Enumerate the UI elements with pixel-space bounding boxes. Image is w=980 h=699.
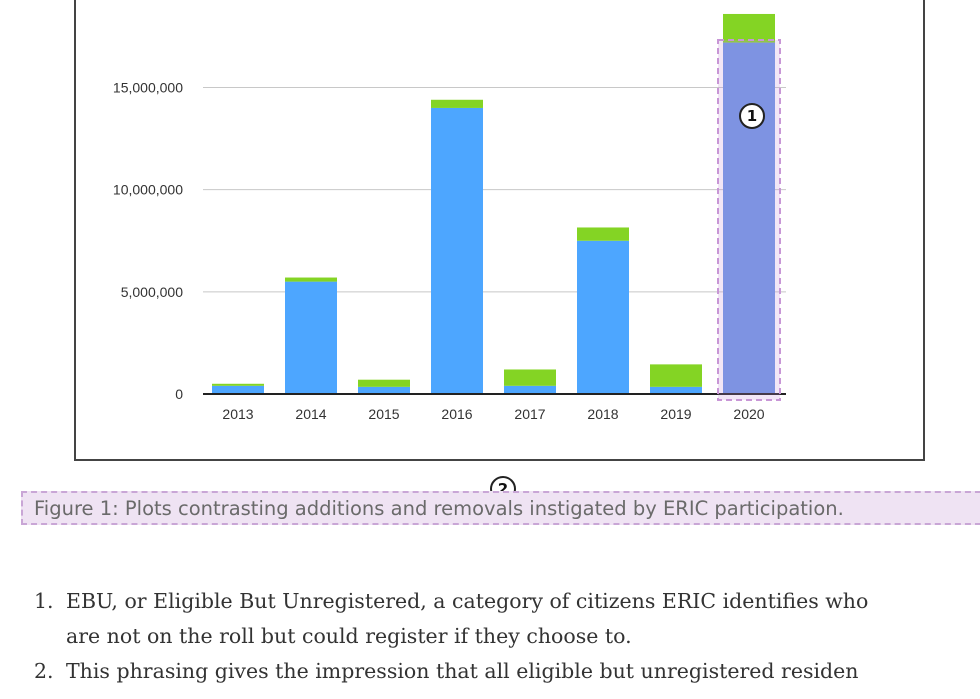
y-tick-label: 0 bbox=[175, 386, 183, 402]
x-tick-label-2014: 2014 bbox=[295, 406, 326, 422]
x-tick-label-2015: 2015 bbox=[368, 406, 399, 422]
bar-segment-base-2019 bbox=[650, 386, 702, 394]
bar-segment-top-2017 bbox=[504, 369, 556, 386]
x-tick-label-2013: 2013 bbox=[222, 406, 253, 422]
bar-segment-base-2013 bbox=[212, 385, 264, 394]
chart-frame: 0 5,000,000 10,000,000 15,000,000 2013 2014 20… bbox=[74, 0, 925, 461]
bar-segment-top-2013 bbox=[212, 383, 264, 386]
x-tick-label-2018: 2018 bbox=[587, 406, 618, 422]
bar-segment-base-2014 bbox=[285, 281, 337, 394]
bar-segment-top-2018 bbox=[577, 227, 629, 241]
bar-segment-top-2015 bbox=[358, 379, 410, 387]
bar-segment-top-2020 bbox=[723, 13, 775, 43]
footnote-list: 1. EBU, or Eligible But Unregistered, a … bbox=[34, 584, 980, 689]
footnote-number: 1. bbox=[34, 589, 54, 613]
x-tick-label-2019: 2019 bbox=[660, 406, 691, 422]
footnote-text-line: EBU, or Eligible But Unregistered, a cat… bbox=[66, 589, 869, 613]
footnote-text-line: are not on the roll but could register i… bbox=[66, 624, 632, 648]
bar-segment-top-2016 bbox=[431, 99, 483, 108]
bar-segment-base-2016 bbox=[431, 107, 483, 394]
y-tick-label: 5,000,000 bbox=[121, 284, 183, 300]
stacked-bar-chart: 0 5,000,000 10,000,000 15,000,000 2013 2014 20… bbox=[74, 0, 925, 461]
bar-segment-base-2020 bbox=[723, 42, 775, 394]
y-tick-label: 10,000,000 bbox=[113, 182, 183, 198]
bar-segment-base-2017 bbox=[504, 385, 556, 394]
footnote-text-line: This phrasing gives the impression that … bbox=[66, 659, 859, 683]
footnote-2: 2. This phrasing gives the impression th… bbox=[34, 654, 980, 689]
chart-border bbox=[74, 0, 925, 461]
x-tick-label-2020: 2020 bbox=[733, 406, 764, 422]
footnote-number: 2. bbox=[34, 659, 54, 683]
footnote-1: 1. EBU, or Eligible But Unregistered, a … bbox=[34, 584, 980, 654]
bar-segment-top-2019 bbox=[650, 364, 702, 387]
figure-caption: Figure 1: Plots contrasting additions an… bbox=[21, 491, 980, 525]
bar-segment-base-2015 bbox=[358, 386, 410, 394]
highlight-box bbox=[717, 39, 781, 401]
x-tick-label-2017: 2017 bbox=[514, 406, 545, 422]
bar-segment-base-2018 bbox=[577, 240, 629, 394]
y-tick-label: 15,000,000 bbox=[113, 80, 183, 96]
bar-segment-top-2014 bbox=[285, 277, 337, 282]
x-tick-label-2016: 2016 bbox=[441, 406, 472, 422]
annotation-marker-1: 1 bbox=[739, 103, 765, 129]
